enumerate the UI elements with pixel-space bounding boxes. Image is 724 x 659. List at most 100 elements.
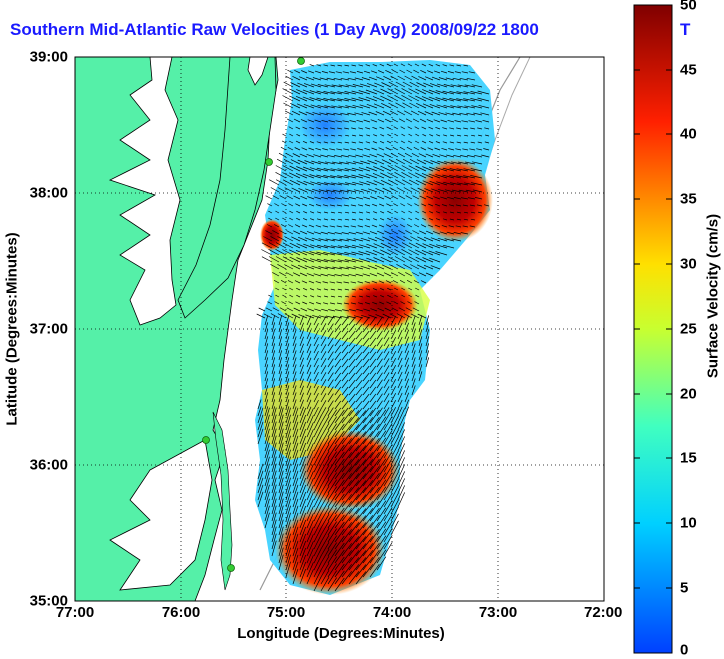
- velocity-vector: [285, 470, 291, 487]
- velocity-vector: [334, 563, 345, 578]
- velocity-vector: [473, 112, 483, 116]
- velocity-vector: [470, 141, 476, 144]
- velocity-vector: [372, 288, 378, 291]
- velocity-vector: [397, 429, 406, 445]
- velocity-vector: [327, 423, 337, 438]
- velocity-vector: [435, 174, 448, 179]
- velocity-vector: [442, 174, 455, 179]
- velocity-vector: [299, 357, 304, 368]
- velocity-vector: [349, 309, 357, 312]
- velocity-vector: [327, 430, 337, 445]
- velocity-vector: [397, 399, 403, 410]
- velocity-vector: [457, 134, 462, 137]
- velocity-vector: [348, 154, 357, 158]
- velocity-vector: [408, 179, 420, 186]
- velocity-vector: [263, 236, 273, 242]
- velocity-vector: [452, 112, 462, 116]
- velocity-vector: [348, 316, 356, 326]
- velocity-vector: [320, 351, 327, 361]
- velocity-vector: [330, 259, 343, 263]
- velocity-vector: [435, 211, 441, 214]
- velocity-vector: [390, 75, 399, 81]
- velocity-vector: [264, 442, 270, 459]
- velocity-vector: [384, 230, 392, 235]
- velocity-vector: [397, 415, 406, 431]
- velocity-vector: [421, 140, 427, 144]
- velocity-vector: [307, 119, 315, 123]
- velocity-vector: [285, 357, 290, 368]
- velocity-vector: [369, 479, 380, 494]
- velocity-vector: [313, 492, 322, 508]
- velocity-vector: [304, 160, 315, 165]
- velocity-vector: [390, 492, 399, 508]
- velocity-vector: [314, 308, 322, 312]
- velocity-vector: [376, 465, 387, 480]
- velocity-vector: [399, 279, 406, 284]
- velocity-vector: [366, 243, 378, 249]
- velocity-vector: [436, 244, 448, 249]
- velocity-vector: [330, 252, 343, 256]
- velocity-vector: [327, 479, 337, 494]
- velocity-vector: [411, 322, 416, 333]
- velocity-vector: [454, 120, 462, 123]
- velocity-vector: [397, 485, 406, 501]
- velocity-vector: [387, 217, 392, 221]
- velocity-vector: [294, 147, 301, 151]
- velocity-vector: [369, 486, 380, 501]
- velocity-vector: [316, 167, 329, 172]
- velocity-vector: [394, 165, 406, 172]
- velocity-vector: [271, 421, 277, 438]
- velocity-vector: [416, 159, 427, 165]
- velocity-vector: [411, 378, 416, 389]
- velocity-vector: [383, 528, 393, 543]
- velocity-vector: [407, 301, 413, 305]
- velocity-vector: [342, 120, 350, 123]
- velocity-vector: [327, 407, 334, 417]
- velocity-vector: [362, 487, 374, 501]
- velocity-vector: [462, 148, 469, 151]
- velocity-vector: [390, 407, 397, 417]
- velocity-vector: [299, 230, 308, 235]
- velocity-vector: [358, 64, 364, 67]
- velocity-vector: [268, 242, 280, 249]
- velocity-vector: [329, 281, 336, 284]
- velocity-vector: [283, 158, 294, 165]
- velocity-vector: [371, 203, 378, 207]
- velocity-vector: [393, 126, 399, 130]
- velocity-vector: [395, 102, 406, 109]
- velocity-vector: [271, 385, 276, 396]
- velocity-vector: [369, 521, 380, 536]
- velocity-vector: [337, 245, 350, 249]
- velocity-vector: [297, 236, 308, 242]
- velocity-vector: [383, 423, 393, 438]
- velocity-vector: [388, 102, 399, 109]
- velocity-vector: [397, 471, 406, 487]
- velocity-vector: [322, 204, 329, 207]
- velocity-vector: [461, 120, 469, 123]
- velocity-vector: [397, 436, 406, 452]
- velocity-vector: [334, 521, 345, 536]
- velocity-vector: [334, 407, 342, 417]
- velocity-vector: [271, 505, 277, 522]
- velocity-vector: [289, 133, 294, 137]
- velocity-vector: [269, 179, 280, 186]
- velocity-vector: [334, 316, 342, 326]
- velocity-vector: [278, 554, 284, 571]
- velocity-vector: [382, 110, 392, 116]
- velocity-vector: [306, 562, 314, 578]
- velocity-vector: [433, 70, 441, 74]
- velocity-vector: [401, 294, 406, 298]
- velocity-vector: [429, 257, 441, 263]
- station-marker: [202, 436, 210, 444]
- velocity-vector: [279, 271, 287, 277]
- velocity-vector: [292, 399, 297, 410]
- velocity-vector: [362, 515, 374, 529]
- velocity-vector: [394, 287, 399, 291]
- velocity-vector: [404, 364, 410, 375]
- velocity-vector: [301, 224, 308, 228]
- velocity-vector: [285, 75, 294, 81]
- velocity-vector: [400, 203, 406, 207]
- colorbar-tick-label: 35: [680, 190, 697, 208]
- velocity-vector: [359, 244, 371, 249]
- velocity-vector: [369, 379, 377, 389]
